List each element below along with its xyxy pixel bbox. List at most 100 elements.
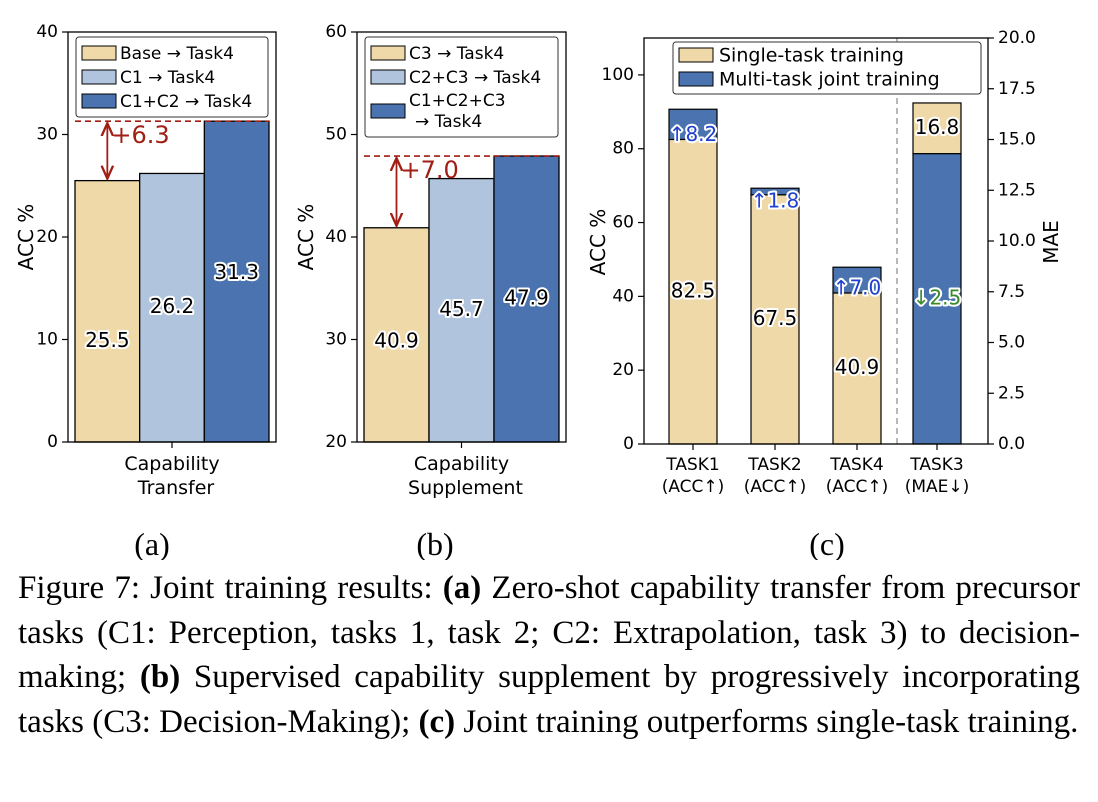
b-y-axis-label: ACC % <box>294 204 318 271</box>
b-legend-swatch-2 <box>370 69 406 85</box>
c-xtick-label-line1: TASK1 <box>665 455 719 475</box>
b-bar-label-2: 45.7 <box>439 297 484 321</box>
c-legend-label-1: Single-task training <box>719 45 904 67</box>
c-y2tick-label: 20.0 <box>998 28 1036 48</box>
b-legend-swatch-1 <box>370 45 406 61</box>
subfigure-label-a: (a) <box>134 526 170 560</box>
b-bar-label-3: 47.9 <box>504 286 549 310</box>
c-task1-single-bar <box>668 138 718 445</box>
a-legend-swatch-3 <box>81 93 117 109</box>
chart-c: 82.5 ↑8.2 67.5 ↑1.8 40.9 ↑7.0 16.8 ↓2.5 0 20 40 60 8… <box>586 28 1063 497</box>
a-bar-label-3: 31.3 <box>214 260 259 284</box>
a-ytick-label: 30 <box>36 125 58 145</box>
c-xtick-label-line1: TASK2 <box>747 455 801 475</box>
c-task1-single-label: 82.5 <box>671 278 716 302</box>
c-xtick-label-line1: TASK4 <box>829 455 883 475</box>
c-ytick-label: 100 <box>602 65 634 85</box>
caption-bold-b: (b) <box>139 659 181 695</box>
c-y2tick-label: 5.0 <box>998 333 1025 353</box>
c-xtick-label-line2: (ACC↑) <box>744 477 807 497</box>
c-ytick-label: 80 <box>612 139 634 159</box>
a-bar-label-2: 26.2 <box>150 294 195 318</box>
b-gain-label: +7.0 <box>401 156 459 184</box>
c-xtick-label-line2: (ACC↑) <box>662 477 725 497</box>
b-xtick-label-line2: Supplement <box>408 477 523 499</box>
c-ytick-label: 0 <box>623 434 634 454</box>
c-y2-axis-label: MAE <box>1039 220 1063 264</box>
b-legend-swatch-3 <box>370 103 406 119</box>
caption-text-1: Figure 7: Joint training results: <box>18 570 443 606</box>
b-legend-label-3-line1: C1+C2+C3 <box>409 91 506 111</box>
b-ytick-label: 60 <box>325 22 347 42</box>
c-task3-delta-label: ↓2.5 <box>913 285 962 309</box>
caption-bold-c: (c) <box>418 703 456 740</box>
a-gain-label: +6.3 <box>111 121 169 149</box>
caption-text-2: Zero-shot capability transfer from precu… <box>18 570 1080 695</box>
a-legend-label-1: Base → Task4 <box>120 44 234 64</box>
b-ytick-label: 20 <box>325 432 347 452</box>
a-ytick-label: 0 <box>47 432 58 452</box>
b-legend-label-2: C2+C3 → Task4 <box>409 68 541 88</box>
b-bar-2 <box>428 177 495 443</box>
c-task1-joint-bar <box>668 108 718 141</box>
c-task4-single-bar <box>832 292 882 445</box>
a-xtick-label-line1: Capability <box>124 453 219 475</box>
c-legend-swatch-2 <box>678 71 714 87</box>
c-task2-single-label: 67.5 <box>753 306 798 330</box>
caption-text-3: Supervised capability supplement by prog… <box>18 659 1080 740</box>
caption-text-4: Joint training outperforms single-task t… <box>455 703 1079 740</box>
a-legend-swatch-1 <box>81 45 117 61</box>
c-y-axis-label: ACC % <box>586 209 610 276</box>
c-legend-swatch-1 <box>678 47 714 63</box>
c-y2tick-label: 0.0 <box>998 434 1025 454</box>
c-y2tick-label: 17.5 <box>998 79 1036 99</box>
c-xtick-label-line2: (MAE↓) <box>905 477 970 497</box>
c-legend-label-2: Multi-task joint training <box>719 69 940 91</box>
b-legend-label-1: C3 → Task4 <box>409 44 504 64</box>
c-y2tick-label: 12.5 <box>998 180 1036 200</box>
b-bar-label-1: 40.9 <box>374 328 419 352</box>
c-task2-delta-label: ↑1.8 <box>751 189 800 213</box>
c-task4-single-label: 40.9 <box>835 355 880 379</box>
c-y2tick-label: 10.0 <box>998 231 1036 251</box>
a-legend-box <box>75 36 269 118</box>
b-ytick-label: 40 <box>325 227 347 247</box>
a-ytick-label: 10 <box>36 330 58 350</box>
a-ytick-label: 20 <box>36 227 58 247</box>
b-xtick-label-line1: Capability <box>414 453 509 475</box>
b-ytick-label: 50 <box>325 125 347 145</box>
a-legend-swatch-2 <box>81 69 117 85</box>
a-legend-label-2: C1 → Task4 <box>120 68 215 88</box>
a-bar-3 <box>203 120 270 443</box>
c-ytick-label: 40 <box>612 286 634 306</box>
c-task3-joint-bar <box>912 153 962 445</box>
c-xtick-label-line2: (ACC↑) <box>826 477 889 497</box>
c-ytick-label: 60 <box>612 213 634 233</box>
b-legend-label-3-line2: → Task4 <box>415 112 482 132</box>
c-task3-single-label: 16.8 <box>915 115 960 139</box>
c-y2tick-label: 2.5 <box>998 383 1025 403</box>
a-y-axis-label: ACC % <box>14 204 38 271</box>
a-bar-2 <box>139 172 205 443</box>
c-task4-joint-bar <box>832 266 882 294</box>
c-xtick-label-line1: TASK3 <box>909 455 963 475</box>
c-y2tick-label: 15.0 <box>998 130 1036 150</box>
subfigure-label-c: (c) <box>809 526 845 560</box>
b-ytick-label: 30 <box>325 330 347 350</box>
chart-a: 25.5 26.2 31.3 0 10 20 30 40 ACC % CapabilityTran… <box>14 22 277 499</box>
subfigure-label-b: (b) <box>416 526 453 560</box>
c-task3-single-bar <box>912 102 962 155</box>
c-ytick-label: 20 <box>612 360 634 380</box>
a-legend-label-3: C1+C2 → Task4 <box>120 92 252 112</box>
figure-caption: Figure 7: Joint training results: (a) Ze… <box>18 566 1080 744</box>
b-bar-1 <box>363 227 430 443</box>
c-task1-delta-label: ↑8.2 <box>669 122 718 146</box>
a-bar-label-1: 25.5 <box>85 328 130 352</box>
c-task4-delta-label: ↑7.0 <box>833 276 882 300</box>
a-ytick-label: 40 <box>36 22 58 42</box>
c-y2tick-label: 7.5 <box>998 282 1025 302</box>
a-xtick-label-line2: Transfer <box>137 477 215 499</box>
caption-bold-a: (a) <box>442 570 482 606</box>
b-legend-box <box>364 36 559 138</box>
